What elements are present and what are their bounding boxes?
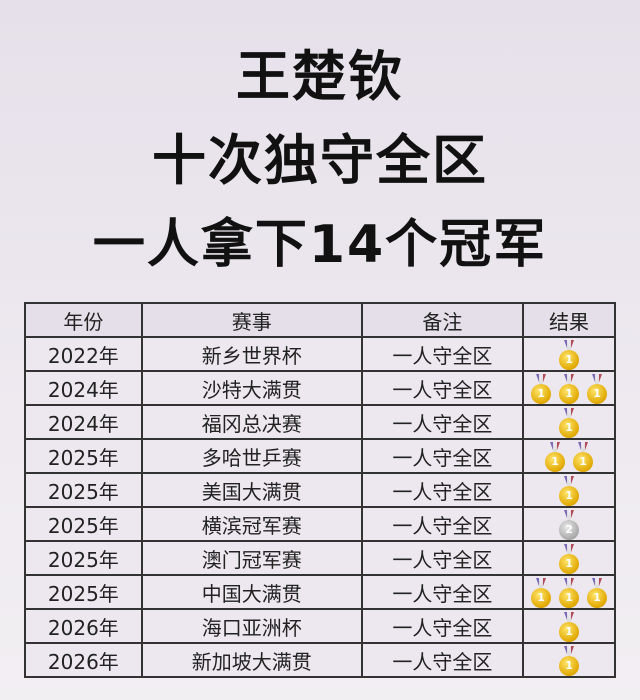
cell-note: 一人守全区 <box>360 642 525 678</box>
cell-note: 一人守全区 <box>360 608 525 644</box>
header-result: 结果 <box>522 302 616 338</box>
medal-group: 1 <box>524 644 614 676</box>
gold-medal-icon: 1 <box>587 374 608 404</box>
cell-note: 一人守全区 <box>360 438 525 474</box>
medal-number: 1 <box>559 486 580 506</box>
header-event: 赛事 <box>140 302 363 338</box>
cell-event: 横滨冠军赛 <box>140 506 363 542</box>
title-line-2: 十次独守全区 <box>152 129 488 192</box>
table-header-row: 年份 赛事 备注 结果 <box>24 302 616 338</box>
header-note: 备注 <box>360 302 525 338</box>
cell-note: 一人守全区 <box>360 336 525 372</box>
medal-number: 1 <box>559 384 580 404</box>
gold-medal-icon: 1 <box>531 374 552 404</box>
medal-number: 1 <box>559 656 580 676</box>
cell-result: 1 <box>522 404 616 440</box>
cell-event: 沙特大满贯 <box>140 370 363 406</box>
medal-group: 1 <box>524 474 614 506</box>
medal-number: 1 <box>531 588 552 608</box>
medal-group: 1 <box>524 542 614 574</box>
cell-event: 中国大满贯 <box>140 574 363 610</box>
cell-result: 2 <box>522 506 616 542</box>
gold-medal-icon: 1 <box>531 578 552 608</box>
cell-year: 2024年 <box>24 370 143 406</box>
table-row: 2026年 新加坡大满贯 一人守全区 1 <box>24 642 616 678</box>
table-row: 2025年 多哈世乒赛 一人守全区 1 1 <box>24 438 616 474</box>
cell-year: 2025年 <box>24 472 143 508</box>
table-row: 2022年 新乡世界杯 一人守全区 1 <box>24 336 616 372</box>
table-row: 2024年 沙特大满贯 一人守全区 1 1 1 <box>24 370 616 406</box>
gold-medal-icon: 1 <box>587 578 608 608</box>
gold-medal-icon: 1 <box>559 646 580 676</box>
gold-medal-icon: 1 <box>559 374 580 404</box>
gold-medal-icon: 1 <box>559 578 580 608</box>
medal-group: 1 <box>524 406 614 438</box>
cell-result: 1 <box>522 336 616 372</box>
cell-note: 一人守全区 <box>360 540 525 576</box>
table-row: 2025年 美国大满贯 一人守全区 1 <box>24 472 616 508</box>
gold-medal-icon: 1 <box>559 612 580 642</box>
medal-group: 2 <box>524 508 614 540</box>
table-row: 2024年 福冈总决赛 一人守全区 1 <box>24 404 616 440</box>
cell-note: 一人守全区 <box>360 574 525 610</box>
gold-medal-icon: 1 <box>559 476 580 506</box>
cell-event: 福冈总决赛 <box>140 404 363 440</box>
table-row: 2025年 澳门冠军赛 一人守全区 1 <box>24 540 616 576</box>
medal-number: 1 <box>587 588 608 608</box>
cell-note: 一人守全区 <box>360 506 525 542</box>
silver-medal-icon: 2 <box>559 510 580 540</box>
cell-year: 2025年 <box>24 506 143 542</box>
cell-year: 2025年 <box>24 438 143 474</box>
medal-number: 1 <box>531 384 552 404</box>
cell-year: 2022年 <box>24 336 143 372</box>
cell-event: 多哈世乒赛 <box>140 438 363 474</box>
cell-event: 澳门冠军赛 <box>140 540 363 576</box>
gold-medal-icon: 1 <box>545 442 566 472</box>
medal-number: 1 <box>559 350 580 370</box>
cell-result: 1 <box>522 540 616 576</box>
cell-result: 1 <box>522 472 616 508</box>
title-line-1: 王楚钦 <box>236 45 404 108</box>
cell-year: 2025年 <box>24 540 143 576</box>
medal-number: 1 <box>545 452 566 472</box>
gold-medal-icon: 1 <box>559 544 580 574</box>
medal-number: 1 <box>573 452 594 472</box>
medal-number: 1 <box>559 588 580 608</box>
table-row: 2025年 中国大满贯 一人守全区 1 1 1 <box>24 574 616 610</box>
cell-event: 新加坡大满贯 <box>140 642 363 678</box>
medal-number: 1 <box>559 554 580 574</box>
cell-result: 1 <box>522 608 616 644</box>
cell-year: 2026年 <box>24 608 143 644</box>
cell-result: 1 <box>522 642 616 678</box>
medal-number: 1 <box>559 418 580 438</box>
championship-table: 年份 赛事 备注 结果 2022年 新乡世界杯 一人守全区 1 2024年 沙特大满贯 一人… <box>24 302 616 678</box>
gold-medal-icon: 1 <box>573 442 594 472</box>
table-row: 2026年 海口亚洲杯 一人守全区 1 <box>24 608 616 644</box>
cell-event: 海口亚洲杯 <box>140 608 363 644</box>
header-year: 年份 <box>24 302 143 338</box>
gold-medal-icon: 1 <box>559 408 580 438</box>
gold-medal-icon: 1 <box>559 340 580 370</box>
cell-note: 一人守全区 <box>360 404 525 440</box>
medal-group: 1 <box>524 610 614 642</box>
cell-note: 一人守全区 <box>360 370 525 406</box>
cell-event: 新乡世界杯 <box>140 336 363 372</box>
medal-number: 1 <box>587 384 608 404</box>
table-row: 2025年 横滨冠军赛 一人守全区 2 <box>24 506 616 542</box>
title-line-3: 一人拿下14个冠军 <box>92 215 548 275</box>
cell-year: 2026年 <box>24 642 143 678</box>
medal-number: 1 <box>559 622 580 642</box>
cell-year: 2025年 <box>24 574 143 610</box>
cell-year: 2024年 <box>24 404 143 440</box>
cell-event: 美国大满贯 <box>140 472 363 508</box>
medal-group: 1 <box>524 338 614 370</box>
cell-note: 一人守全区 <box>360 472 525 508</box>
medal-number: 2 <box>559 520 580 540</box>
